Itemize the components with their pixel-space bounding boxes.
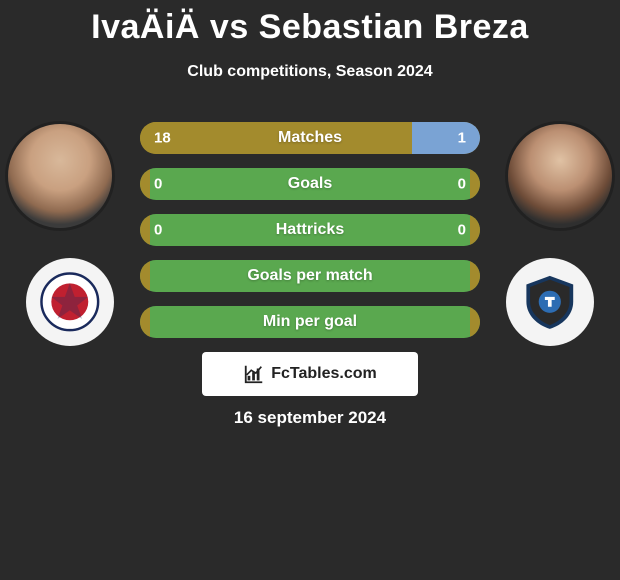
team-right-logo — [506, 258, 594, 346]
stat-label: Min per goal — [263, 313, 357, 331]
stat-label: Hattricks — [276, 221, 344, 239]
chart-icon — [243, 363, 265, 385]
page-subtitle: Club competitions, Season 2024 — [0, 63, 620, 81]
stat-row: 0 0 Goals — [140, 168, 480, 200]
stat-value-left: 18 — [154, 130, 171, 147]
stat-row: 0 0 Hattricks — [140, 214, 480, 246]
stat-row-fill-right — [412, 122, 480, 154]
stat-row-fill-left — [140, 214, 150, 246]
stat-value-right: 0 — [458, 176, 466, 193]
stat-row-fill-left — [140, 260, 150, 292]
stat-row-fill-right — [470, 168, 480, 200]
stat-row-fill-left — [140, 168, 150, 200]
stat-row-fill-right — [470, 214, 480, 246]
stat-value-left: 0 — [154, 222, 162, 239]
stat-label: Goals per match — [247, 267, 372, 285]
player-left-avatar — [8, 124, 112, 228]
stat-row-fill-right — [470, 260, 480, 292]
stat-row-fill-right — [470, 306, 480, 338]
attribution-text: FcTables.com — [271, 365, 377, 383]
stat-row-fill-left — [140, 306, 150, 338]
team-left-logo — [26, 258, 114, 346]
comparison-date: 16 september 2024 — [0, 408, 620, 428]
team-right-logo-icon — [519, 271, 581, 333]
stat-label: Matches — [278, 129, 342, 147]
attribution-badge: FcTables.com — [202, 352, 418, 396]
stat-value-left: 0 — [154, 176, 162, 193]
team-left-logo-icon — [39, 271, 101, 333]
player-right-avatar — [508, 124, 612, 228]
page-title: IvaÄiÄ vs Sebastian Breza — [0, 0, 620, 47]
stat-row: Min per goal — [140, 306, 480, 338]
stat-value-right: 1 — [458, 130, 466, 147]
stat-row: 18 1 Matches — [140, 122, 480, 154]
comparison-rows: 18 1 Matches 0 0 Goals 0 0 Hattricks Goals per ma… — [140, 122, 480, 338]
stat-value-right: 0 — [458, 222, 466, 239]
stat-row: Goals per match — [140, 260, 480, 292]
stat-label: Goals — [288, 175, 332, 193]
stat-row-fill-left — [140, 122, 412, 154]
